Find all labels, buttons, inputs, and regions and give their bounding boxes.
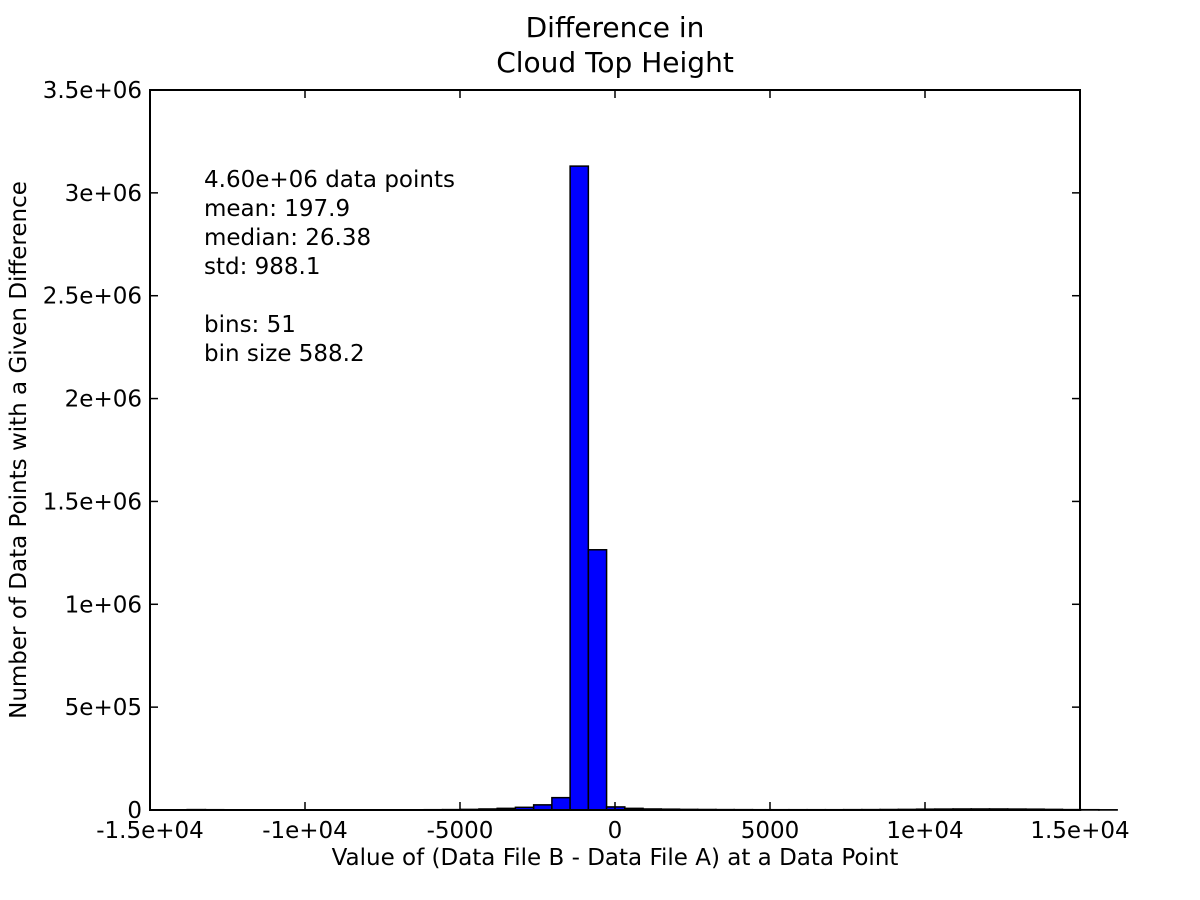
histogram-bar [551,796,571,811]
x-tick-label: -1e+04 [262,818,348,844]
stats-line: bin size 588.2 [204,341,365,367]
stats-line: mean: 197.9 [204,196,350,222]
chart-title-line-1: Difference in [526,11,705,44]
chart-title-line-2: Cloud Top Height [496,46,734,79]
histogram-bar [587,549,608,811]
x-tick-label: 0 [608,818,623,844]
histogram-bar [569,165,590,811]
y-axis-label: Number of Data Points with a Given Diffe… [6,181,32,719]
y-tick-label: 1e+06 [65,592,142,618]
y-tick-label: 5e+05 [65,695,142,721]
stats-annotation: 4.60e+06 data points mean: 197.9 median: 2… [204,167,455,367]
stats-line: std: 988.1 [204,254,321,280]
histogram-bars [186,165,1118,811]
y-tick-label: 1.5e+06 [43,489,142,515]
stats-line: median: 26.38 [204,225,371,251]
x-tick-label: 1e+04 [886,818,963,844]
y-tick-label: 2e+06 [65,387,142,413]
x-tick-label: 1.5e+04 [1030,818,1129,844]
stats-line: 4.60e+06 data points [204,167,455,193]
x-tick-label: -5000 [427,818,494,844]
x-tick-label: -1.5e+04 [96,818,204,844]
stats-line: bins: 51 [204,312,296,338]
y-tick-label: 0 [127,798,142,824]
y-tick-label: 3.5e+06 [43,78,142,104]
x-tick-label: 5000 [741,818,800,844]
y-tick-label: 2.5e+06 [43,284,142,310]
x-axis-label: Value of (Data File B - Data File A) at … [332,845,899,871]
axis-ticks: -1.5e+04 -1e+04 -5000 0 5000 1e+04 1.5e+04 0 5e+… [43,78,1130,844]
y-tick-label: 3e+06 [65,181,142,207]
